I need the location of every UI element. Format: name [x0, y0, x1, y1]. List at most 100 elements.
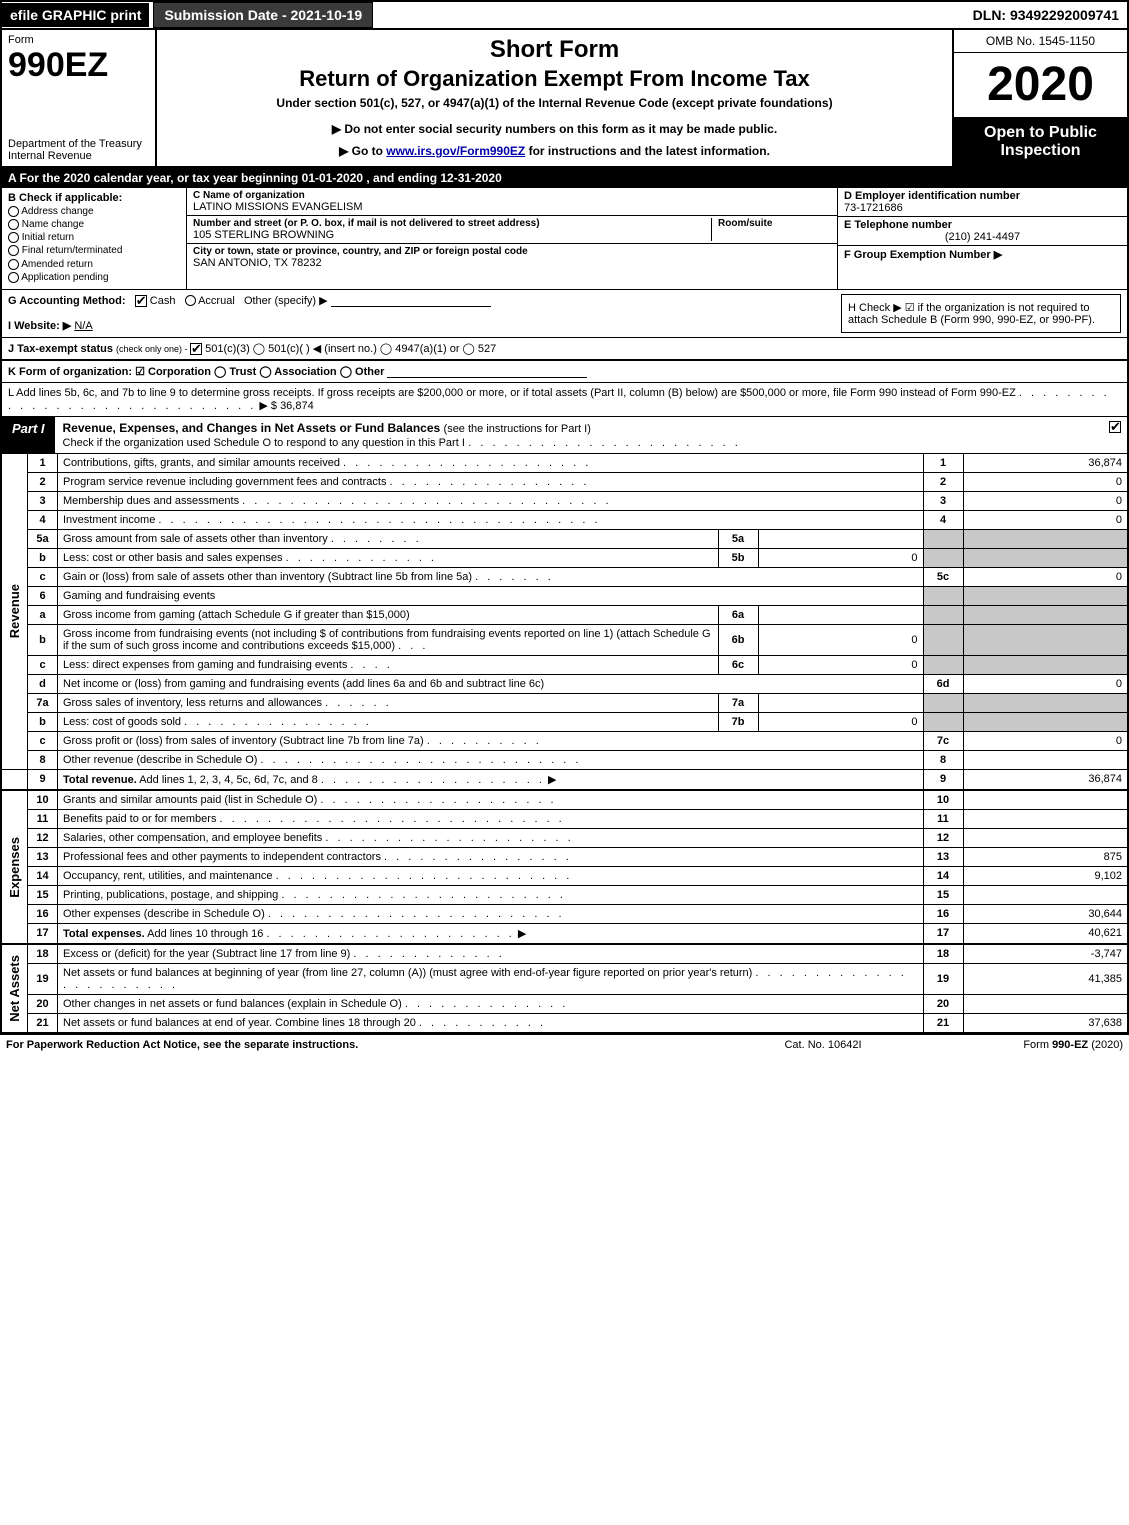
addr-value: 105 STERLING BROWNING: [193, 229, 711, 241]
department-label: Department of the Treasury Internal Reve…: [8, 138, 149, 162]
irs-link[interactable]: www.irs.gov/Form990EZ: [386, 144, 525, 158]
chk-application-pending[interactable]: Application pending: [8, 272, 180, 283]
row-6a: a Gross income from gaming (attach Sched…: [1, 605, 1128, 624]
room-label: Room/suite: [718, 218, 831, 229]
row-6c: c Less: direct expenses from gaming and …: [1, 655, 1128, 674]
chk-name-change[interactable]: Name change: [8, 219, 180, 230]
l-amount: ▶ $ 36,874: [259, 400, 313, 412]
row-6: 6 Gaming and fundraising events: [1, 586, 1128, 605]
h-box: H Check ▶ ☑ if the organization is not r…: [841, 294, 1121, 333]
row-6b: b Gross income from fundraising events (…: [1, 624, 1128, 655]
row-5c: c Gain or (loss) from sale of assets oth…: [1, 567, 1128, 586]
row-17: 17 Total expenses. Add lines 10 through …: [1, 923, 1128, 944]
header-left: Form 990EZ Department of the Treasury In…: [2, 30, 157, 166]
part1-title: Revenue, Expenses, and Changes in Net As…: [55, 417, 1103, 453]
row-2: 2 Program service revenue including gove…: [1, 472, 1128, 491]
ein-value: 73-1721686: [844, 202, 1121, 214]
j-prefix: J Tax-exempt status: [8, 343, 116, 355]
row-3: 3 Membership dues and assessments . . . …: [1, 491, 1128, 510]
return-title: Return of Organization Exempt From Incom…: [163, 66, 946, 92]
part1-table: Revenue 1 Contributions, gifts, grants, …: [0, 454, 1129, 1034]
g-block: G Accounting Method: Cash Accrual Other …: [8, 294, 841, 333]
part1-checkbox[interactable]: [1103, 417, 1127, 453]
i-label: I Website: ▶: [8, 320, 71, 332]
chk-accrual[interactable]: [185, 295, 196, 306]
row-4: 4 Investment income . . . . . . . . . . …: [1, 510, 1128, 529]
footer-left: For Paperwork Reduction Act Notice, see …: [6, 1039, 723, 1051]
j-line: J Tax-exempt status (check only one) - 5…: [0, 338, 1129, 360]
page-footer: For Paperwork Reduction Act Notice, see …: [0, 1034, 1129, 1055]
f-label: F Group Exemption Number ▶: [844, 248, 1121, 261]
chk-initial-return[interactable]: Initial return: [8, 232, 180, 243]
submission-date: Submission Date - 2021-10-19: [153, 2, 373, 28]
open-to-public: Open to Public Inspection: [954, 118, 1127, 166]
addr-label: Number and street (or P. O. box, if mail…: [193, 218, 711, 229]
row-6d: d Net income or (loss) from gaming and f…: [1, 674, 1128, 693]
goto-pre: ▶ Go to: [339, 144, 386, 158]
goto-line: ▶ Go to www.irs.gov/Form990EZ for instru…: [163, 144, 946, 158]
netassets-label: Net Assets: [7, 955, 22, 1022]
chk-501c3[interactable]: [190, 343, 202, 355]
g-label: G Accounting Method:: [8, 295, 126, 307]
goto-post: for instructions and the latest informat…: [525, 144, 770, 158]
revenue-label: Revenue: [7, 584, 22, 638]
row-19: 19 Net assets or fund balances at beginn…: [1, 963, 1128, 994]
e-label: E Telephone number: [844, 219, 1121, 231]
row-7b: b Less: cost of goods sold . . . . . . .…: [1, 712, 1128, 731]
row-18: Net Assets 18 Excess or (deficit) for th…: [1, 944, 1128, 964]
k-other-line: [387, 366, 587, 378]
row-13: 13 Professional fees and other payments …: [1, 847, 1128, 866]
header-mid: Short Form Return of Organization Exempt…: [157, 30, 952, 166]
chk-address-change[interactable]: Address change: [8, 206, 180, 217]
info-block: B Check if applicable: Address change Na…: [0, 188, 1129, 290]
l-text: L Add lines 5b, 6c, and 7b to line 9 to …: [8, 387, 1016, 399]
row-15: 15 Printing, publications, postage, and …: [1, 885, 1128, 904]
dln-label: DLN: 93492292009741: [965, 3, 1127, 27]
tax-year: 2020: [954, 53, 1127, 118]
website-value: N/A: [74, 320, 92, 332]
row-11: 11 Benefits paid to or for members . . .…: [1, 809, 1128, 828]
row-7a: 7a Gross sales of inventory, less return…: [1, 693, 1128, 712]
form-number: 990EZ: [8, 46, 149, 85]
part1-checkline: Check if the organization used Schedule …: [63, 437, 465, 449]
chk-final-return[interactable]: Final return/terminated: [8, 245, 180, 256]
row-1: Revenue 1 Contributions, gifts, grants, …: [1, 454, 1128, 473]
box-c: C Name of organization LATINO MISSIONS E…: [187, 188, 837, 289]
j-suffix: 501(c)(3) ◯ 501(c)( ) ◀ (insert no.) ◯ 4…: [205, 343, 496, 355]
footer-right: Form 990-EZ (2020): [923, 1039, 1123, 1051]
row-16: 16 Other expenses (describe in Schedule …: [1, 904, 1128, 923]
chk-cash[interactable]: [135, 295, 147, 307]
form-word: Form: [8, 34, 149, 46]
row-20: 20 Other changes in net assets or fund b…: [1, 994, 1128, 1013]
box-b: B Check if applicable: Address change Na…: [2, 188, 187, 289]
subtitle: Under section 501(c), 527, or 4947(a)(1)…: [163, 96, 946, 110]
other-specify-line: [331, 295, 491, 307]
c-label: C Name of organization: [193, 190, 831, 201]
part1-header: Part I Revenue, Expenses, and Changes in…: [0, 417, 1129, 454]
phone-value: (210) 241-4497: [844, 231, 1121, 243]
row-7c: c Gross profit or (loss) from sales of i…: [1, 731, 1128, 750]
form-header: Form 990EZ Department of the Treasury In…: [0, 30, 1129, 168]
efile-label: efile GRAPHIC print: [2, 3, 149, 27]
row-9: 9 Total revenue. Add lines 1, 2, 3, 4, 5…: [1, 769, 1128, 790]
part1-tag: Part I: [2, 417, 55, 453]
city-value: SAN ANTONIO, TX 78232: [193, 257, 831, 269]
row-5b: b Less: cost or other basis and sales ex…: [1, 548, 1128, 567]
row-8: 8 Other revenue (describe in Schedule O)…: [1, 750, 1128, 769]
row-14: 14 Occupancy, rent, utilities, and maint…: [1, 866, 1128, 885]
row-10: Expenses 10 Grants and similar amounts p…: [1, 790, 1128, 810]
box-b-title: B Check if applicable:: [8, 192, 180, 204]
expenses-label: Expenses: [7, 837, 22, 898]
row-12: 12 Salaries, other compensation, and emp…: [1, 828, 1128, 847]
row-5a: 5a Gross amount from sale of assets othe…: [1, 529, 1128, 548]
top-bar: efile GRAPHIC print Submission Date - 20…: [0, 0, 1129, 30]
footer-mid: Cat. No. 10642I: [723, 1039, 923, 1051]
chk-amended-return[interactable]: Amended return: [8, 259, 180, 270]
section-a-bar: A For the 2020 calendar year, or tax yea…: [0, 168, 1129, 188]
j-small: (check only one) -: [116, 344, 190, 354]
k-label: K Form of organization: ☑ Corporation ◯ …: [8, 366, 384, 378]
l-line: L Add lines 5b, 6c, and 7b to line 9 to …: [0, 383, 1129, 417]
header-right: OMB No. 1545-1150 2020 Open to Public In…: [952, 30, 1127, 166]
short-form-title: Short Form: [163, 36, 946, 64]
ssn-warning: ▶ Do not enter social security numbers o…: [163, 122, 946, 136]
